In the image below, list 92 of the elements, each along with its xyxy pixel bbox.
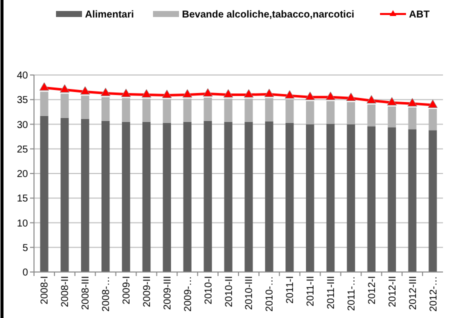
bar — [346, 124, 356, 272]
bar — [183, 98, 192, 122]
x-tick-label: 2008-… — [101, 276, 112, 312]
point — [142, 89, 152, 98]
point — [428, 100, 438, 108]
bar — [367, 126, 376, 272]
y-tick-label: 30 — [16, 120, 28, 131]
point — [162, 90, 172, 98]
x-tick-label: 2009-III — [162, 276, 174, 310]
bar — [408, 108, 416, 130]
bar — [306, 101, 314, 124]
bar — [286, 100, 294, 123]
bar — [60, 118, 69, 272]
bar — [101, 120, 110, 272]
bar — [81, 96, 90, 119]
bar — [142, 122, 151, 272]
point — [80, 86, 90, 95]
x-tick-label: 2011-II — [306, 276, 317, 306]
x-tick-label: 2009-I — [122, 276, 133, 304]
y-tick-label: 35 — [16, 95, 28, 106]
x-tick-label: 2011-… — [346, 276, 358, 311]
bar — [40, 116, 48, 272]
y-tick-label: 25 — [16, 144, 28, 156]
bar — [286, 122, 294, 272]
bar — [224, 122, 232, 272]
point — [408, 98, 418, 106]
legend-label: ABT — [409, 10, 430, 20]
y-tick-label: 15 — [16, 194, 28, 205]
y-tick-label: 20 — [16, 169, 28, 180]
y-tick-label: 0 — [22, 268, 28, 278]
bar — [326, 101, 335, 124]
bar — [204, 98, 212, 121]
x-tick-label: 2010-… — [264, 276, 276, 312]
x-tick-label: 2011-III — [326, 276, 338, 310]
legend-label: Bevande alcoliche,tabacco,narcotici — [182, 10, 355, 20]
bar — [101, 97, 110, 121]
point — [100, 88, 110, 96]
x-tick-label: 2008-III — [80, 276, 92, 310]
x-tick-label: 2009-II — [142, 276, 153, 308]
point — [326, 92, 336, 100]
bar — [162, 122, 172, 272]
point — [203, 88, 213, 97]
bar — [40, 92, 48, 116]
bar — [162, 99, 172, 123]
point — [244, 89, 254, 98]
bar — [367, 104, 376, 126]
point — [366, 95, 376, 104]
bar — [265, 121, 274, 272]
x-tick-label: 2009-… — [182, 276, 194, 312]
x-tick-label: 2012-III — [408, 276, 419, 310]
y-tick-label: 40 — [16, 70, 28, 82]
bar — [122, 98, 130, 122]
point — [346, 92, 356, 102]
point — [305, 92, 315, 100]
bar — [306, 124, 314, 272]
point — [387, 97, 397, 106]
point — [39, 82, 50, 91]
bar — [142, 98, 151, 122]
x-tick-label: 2012-… — [428, 276, 440, 312]
x-tick-label: 2010-I — [203, 276, 214, 304]
point — [182, 89, 192, 98]
bar — [122, 122, 130, 272]
bar — [204, 120, 212, 272]
x-tick-label: 2008-I — [40, 276, 51, 304]
x-tick-label: 2012-I — [366, 276, 378, 304]
bar — [60, 94, 69, 118]
bar — [183, 122, 192, 272]
x-tick-label: 2010-III — [244, 276, 256, 310]
bar — [326, 124, 335, 272]
x-tick-label: 2010-II — [224, 276, 235, 308]
bar — [408, 129, 416, 272]
point — [264, 88, 274, 98]
bar — [224, 98, 232, 122]
bar — [346, 102, 356, 124]
point — [60, 84, 70, 93]
x-tick-label: 2011-I — [285, 276, 296, 304]
bar — [388, 106, 396, 128]
y-tick-label: 10 — [16, 218, 28, 230]
bar — [428, 108, 437, 130]
bar — [428, 130, 437, 272]
bar — [81, 118, 90, 272]
bar — [265, 98, 274, 122]
point — [223, 89, 234, 98]
y-tick-label: 5 — [22, 242, 28, 254]
bar — [244, 122, 253, 272]
x-tick-label: 2012-II — [387, 276, 398, 308]
point — [284, 90, 294, 99]
legend-label: Alimentari — [85, 10, 134, 20]
point — [121, 88, 131, 98]
bar — [244, 98, 253, 122]
x-tick-label: 2008-II — [60, 276, 72, 308]
bar — [388, 127, 396, 272]
